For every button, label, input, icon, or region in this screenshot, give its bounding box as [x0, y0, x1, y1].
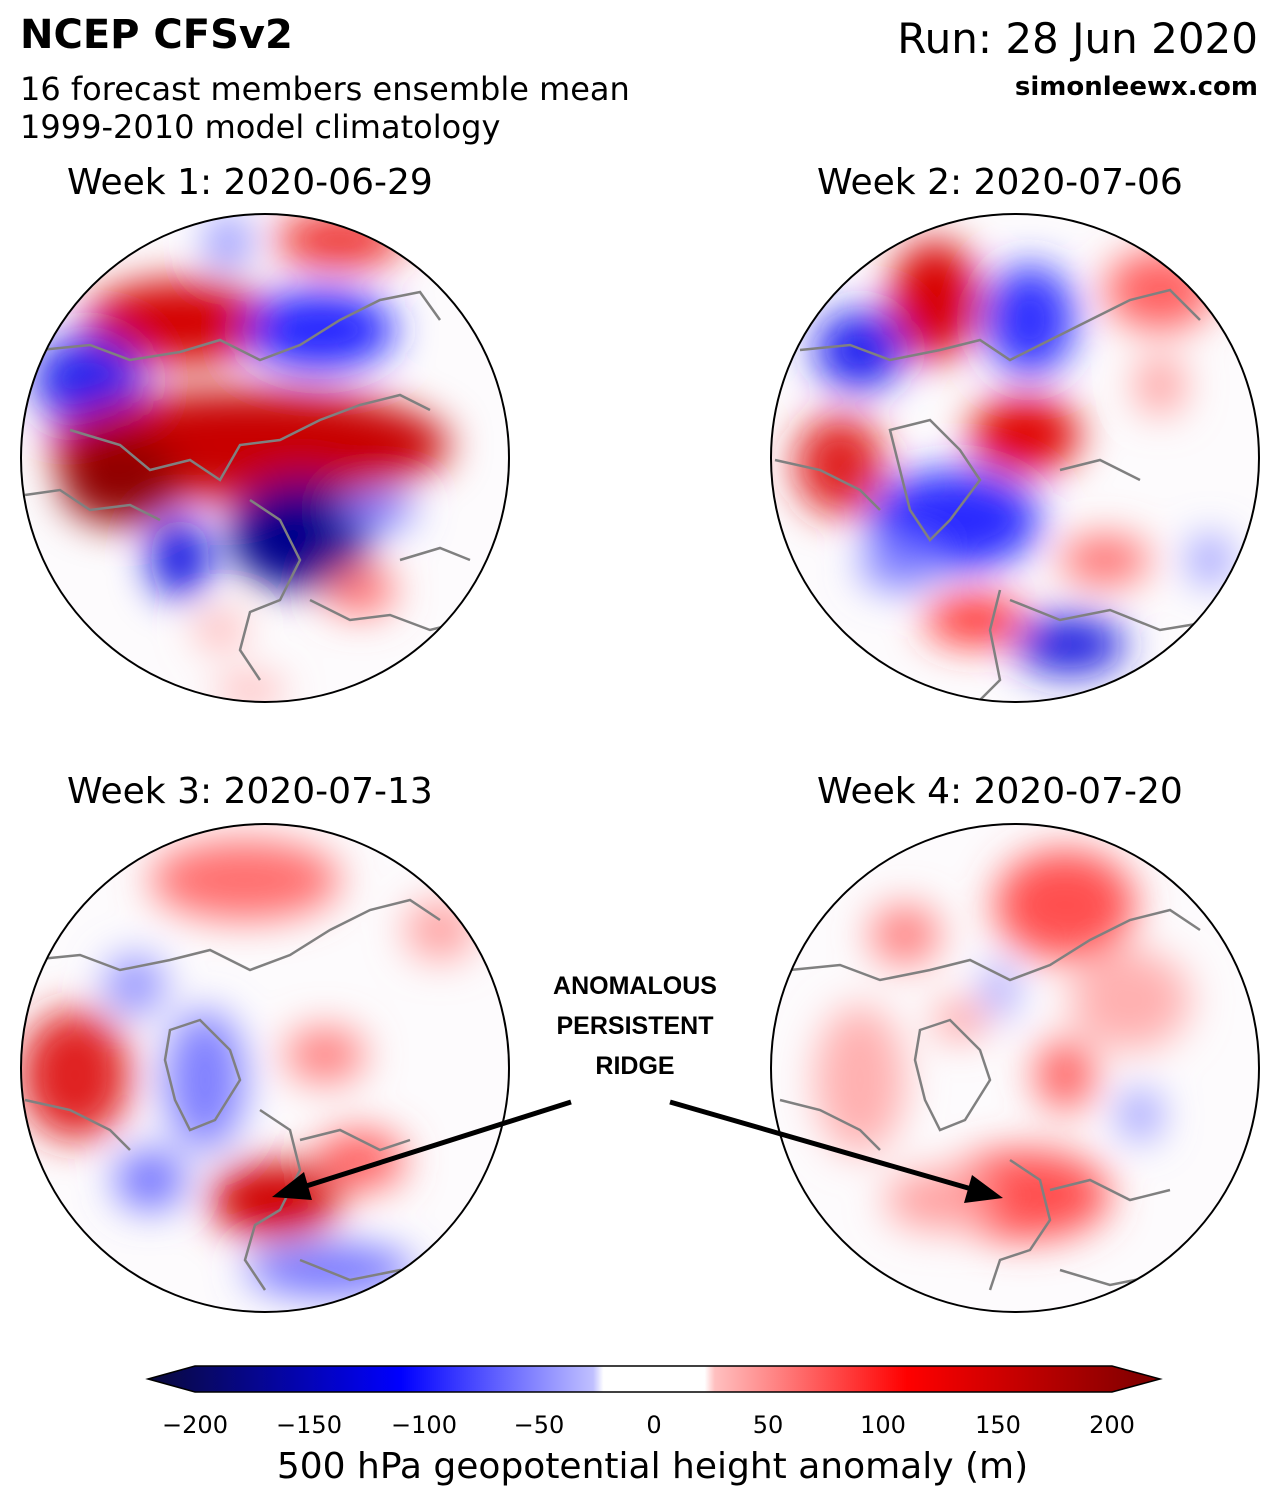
subtitle-climatology: 1999-2010 model climatology — [20, 108, 501, 146]
arrow-head-week-4 — [964, 1175, 1003, 1203]
panel-title-week-1: Week 1: 2020-06-29 — [67, 162, 433, 203]
colorbar-tick: −100 — [391, 1411, 457, 1439]
subtitle-ensemble: 16 forecast members ensemble mean — [20, 70, 630, 108]
annotation-line-3: RIDGE — [595, 1052, 675, 1080]
annotation-line-2: PERSISTENT — [556, 1012, 714, 1040]
ridge-annotation: ANOMALOUS PERSISTENT RIDGE — [510, 966, 760, 1086]
colorbar-tick: 200 — [1089, 1411, 1135, 1439]
panel-title-week-3: Week 3: 2020-07-13 — [67, 771, 433, 812]
run-date: Run: 28 Jun 2020 — [897, 14, 1258, 63]
arrow-head-week-3 — [272, 1172, 312, 1200]
map-panel-week-4 — [770, 823, 1260, 1313]
colorbar — [145, 1365, 1163, 1393]
map-panel-week-1 — [20, 213, 510, 703]
map-panel-week-3 — [20, 823, 510, 1313]
panel-title-week-4: Week 4: 2020-07-20 — [817, 771, 1183, 812]
colorbar-tick: −150 — [276, 1411, 342, 1439]
colorbar-tick: 50 — [752, 1411, 784, 1439]
colorbar-tick: 0 — [646, 1411, 662, 1439]
colorbar-tick: 150 — [975, 1411, 1021, 1439]
annotation-line-1: ANOMALOUS — [553, 972, 717, 1000]
colorbar-tick: −50 — [513, 1411, 565, 1439]
figure-title: NCEP CFSv2 — [20, 12, 293, 58]
annotation-arrows — [272, 1099, 1003, 1203]
panel-title-week-2: Week 2: 2020-07-06 — [817, 162, 1183, 203]
colorbar-tick: 100 — [860, 1411, 906, 1439]
map-panel-week-2 — [770, 213, 1260, 703]
source-site: simonleewx.com — [1014, 72, 1258, 102]
colorbar-tick: −200 — [162, 1411, 228, 1439]
colorbar-label: 500 hPa geopotential height anomaly (m) — [276, 1446, 1029, 1487]
